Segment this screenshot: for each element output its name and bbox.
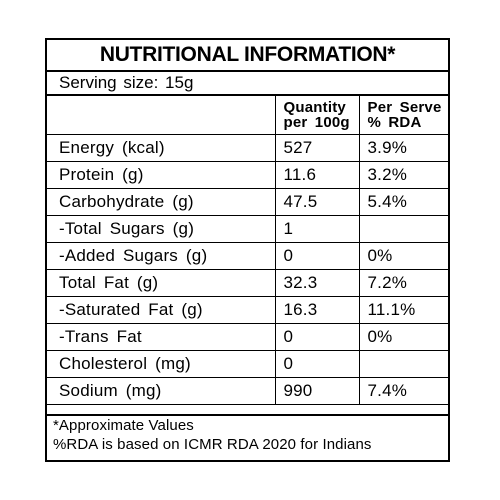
table-row: -Added Sugars (g) 0 0% — [47, 241, 448, 270]
footnotes: *Approximate Values %RDA is based on ICM… — [47, 414, 448, 460]
quantity-cell: 47.5 — [274, 187, 360, 216]
table-row: Carbohydrate (g) 47.5 5.4% — [47, 187, 448, 216]
rda-cell: 0% — [358, 322, 448, 351]
rda-cell: 7.2% — [358, 268, 448, 297]
header-rda: Per Serve % RDA — [358, 96, 448, 135]
nutrient-cell: Sodium (mg) — [47, 376, 276, 405]
serving-size: Serving size: 15g — [47, 72, 448, 96]
rda-cell — [358, 349, 448, 378]
rda-cell: 0% — [358, 241, 448, 270]
rda-cell: 7.4% — [358, 376, 448, 405]
header-quantity-line2: per 100g — [283, 113, 350, 131]
nutrient-cell: Total Fat (g) — [47, 268, 276, 297]
rda-cell: 3.2% — [358, 160, 448, 189]
rda-cell: 3.9% — [358, 133, 448, 162]
quantity-cell: 11.6 — [274, 160, 360, 189]
table-row: -Total Sugars (g) 1 — [47, 214, 448, 243]
footnote-approximate: *Approximate Values — [53, 417, 194, 434]
nutrient-cell: -Trans Fat — [47, 322, 276, 351]
quantity-cell: 0 — [274, 241, 360, 270]
table-row: Protein (g) 11.6 3.2% — [47, 160, 448, 189]
table-row: Energy (kcal) 527 3.9% — [47, 133, 448, 162]
quantity-cell: 990 — [274, 376, 360, 405]
nutrition-facts-panel: NUTRITIONAL INFORMATION* Serving size: 1… — [45, 38, 450, 462]
panel-title: NUTRITIONAL INFORMATION* — [47, 40, 448, 72]
nutrition-table: Quantity per 100g Per Serve % RDA Energy… — [47, 96, 448, 405]
nutrient-cell: Energy (kcal) — [47, 133, 276, 162]
table-row: Total Fat (g) 32.3 7.2% — [47, 268, 448, 297]
quantity-cell: 0 — [274, 349, 360, 378]
header-nutrient — [47, 96, 276, 135]
nutrient-cell: -Saturated Fat (g) — [47, 295, 276, 324]
table-row: Sodium (mg) 990 7.4% — [47, 376, 448, 405]
table-header-row: Quantity per 100g Per Serve % RDA — [47, 96, 448, 135]
header-rda-line1: Per Serve — [367, 98, 442, 116]
header-rda-line2: % RDA — [367, 113, 422, 131]
rda-cell: 11.1% — [358, 295, 448, 324]
nutrient-cell: Cholesterol (mg) — [47, 349, 276, 378]
nutrient-cell: Protein (g) — [47, 160, 276, 189]
quantity-cell: 32.3 — [274, 268, 360, 297]
table-row: Cholesterol (mg) 0 — [47, 349, 448, 378]
rda-cell: 5.4% — [358, 187, 448, 216]
footnote-rda-basis: %RDA is based on ICMR RDA 2020 for India… — [53, 436, 372, 453]
table-row: -Saturated Fat (g) 16.3 11.1% — [47, 295, 448, 324]
nutrient-cell: -Added Sugars (g) — [47, 241, 276, 270]
quantity-cell: 1 — [274, 214, 360, 243]
rda-cell — [358, 214, 448, 243]
header-quantity: Quantity per 100g — [274, 96, 360, 135]
quantity-cell: 16.3 — [274, 295, 360, 324]
nutrient-cell: -Total Sugars (g) — [47, 214, 276, 243]
table-row: -Trans Fat 0 0% — [47, 322, 448, 351]
header-quantity-line1: Quantity — [283, 98, 346, 116]
nutrient-cell: Carbohydrate (g) — [47, 187, 276, 216]
quantity-cell: 527 — [274, 133, 360, 162]
quantity-cell: 0 — [274, 322, 360, 351]
